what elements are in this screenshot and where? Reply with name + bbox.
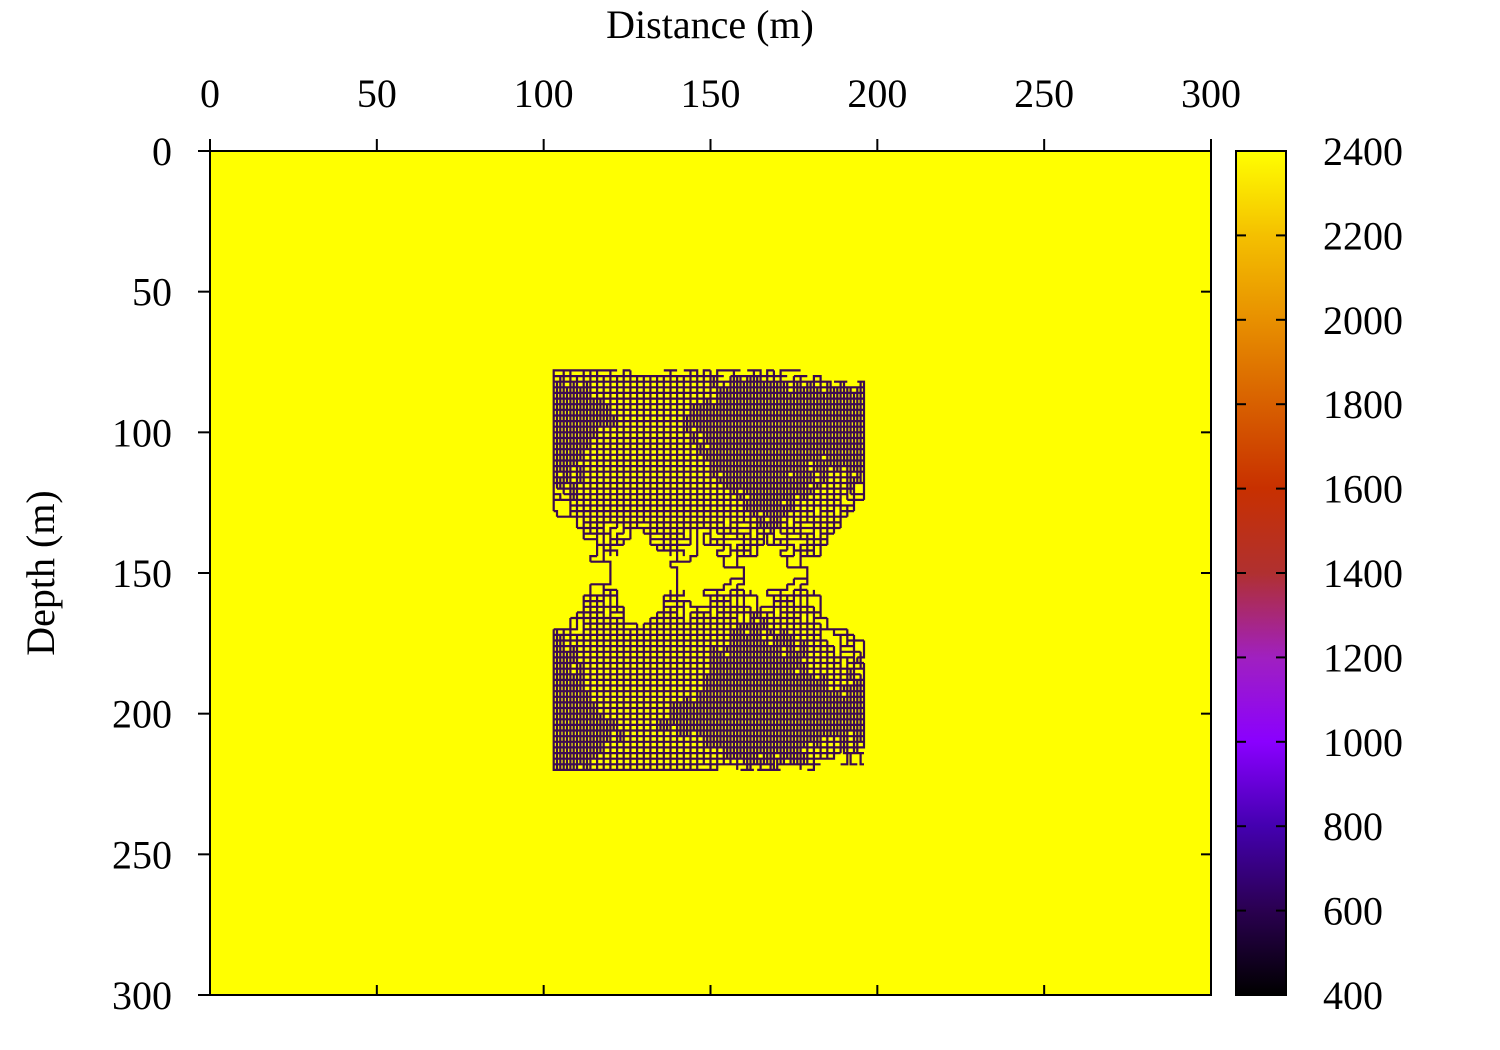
colorbar-tick-label: 1600	[1323, 467, 1403, 512]
colorbar-tick-label: 1800	[1323, 382, 1403, 427]
x-tick-label: 100	[514, 71, 574, 116]
plot-background	[210, 151, 1211, 995]
fracture-lines	[552, 369, 866, 771]
x-axis-title: Distance (m)	[606, 2, 814, 47]
colorbar-tick-label: 2200	[1323, 213, 1403, 258]
y-tick-label: 250	[112, 832, 172, 877]
colorbar-ticks: 400 600 800 1000 1200 1400 1600 1800 2000 2200 240…	[1236, 129, 1403, 1018]
y-tick-label: 200	[112, 692, 172, 737]
y-axis-title: Depth (m)	[18, 490, 63, 656]
colorbar-tick-label: 1200	[1323, 635, 1403, 680]
colorbar-tick-label: 400	[1323, 973, 1383, 1018]
colorbar-tick-label: 2400	[1323, 129, 1403, 174]
colorbar-tick-label: 1400	[1323, 551, 1403, 596]
y-tick-label: 150	[112, 551, 172, 596]
x-tick-label: 250	[1014, 71, 1074, 116]
x-tick-label: 200	[847, 71, 907, 116]
y-ticks: 0 50 100 150 200 250 300	[112, 129, 1211, 1018]
x-tick-label: 0	[200, 71, 220, 116]
colorbar-tick-label: 2000	[1323, 298, 1403, 343]
y-tick-label: 100	[112, 410, 172, 455]
y-tick-label: 300	[112, 973, 172, 1018]
colorbar-tick-label: 600	[1323, 889, 1383, 934]
x-ticks: 0 50 100 150 200 250 300	[200, 71, 1241, 995]
x-tick-label: 50	[357, 71, 397, 116]
x-tick-label: 300	[1181, 71, 1241, 116]
y-tick-label: 50	[132, 270, 172, 315]
x-tick-label: 150	[681, 71, 741, 116]
y-tick-label: 0	[152, 129, 172, 174]
colorbar-tick-label: 1000	[1323, 720, 1403, 765]
fracture-anomaly	[552, 369, 866, 771]
colorbar-tick-label: 800	[1323, 804, 1383, 849]
